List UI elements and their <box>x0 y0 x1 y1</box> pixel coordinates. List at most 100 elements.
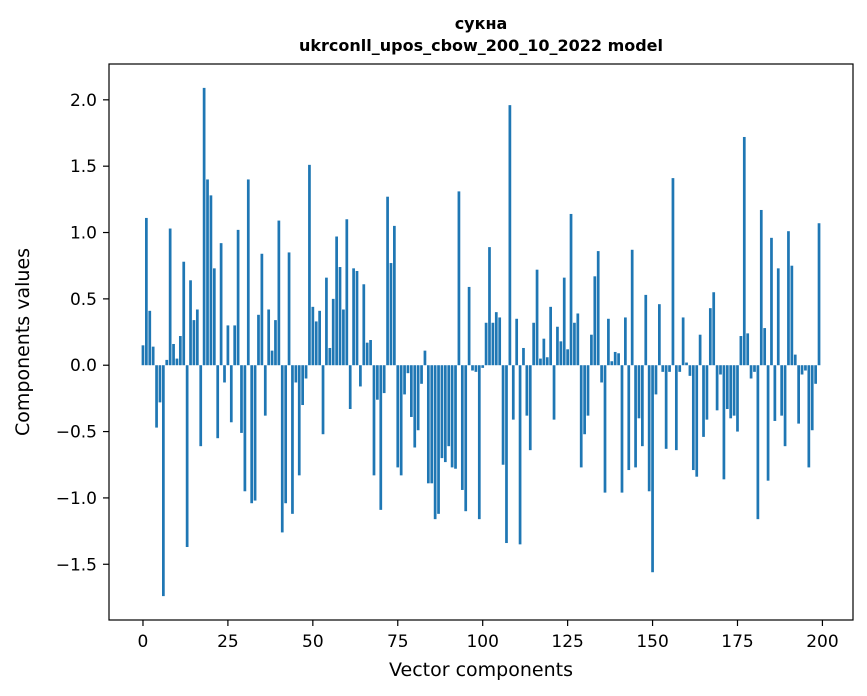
x-tick-label: 0 <box>138 632 149 652</box>
bar-component-9 <box>172 343 175 366</box>
bar-component-124 <box>562 277 566 366</box>
y-tick-label: 2.0 <box>70 91 97 111</box>
bar-component-24 <box>223 365 226 383</box>
bar-component-105 <box>498 317 502 366</box>
bar-component-20 <box>209 195 213 366</box>
bar-component-187 <box>776 268 780 366</box>
bar-component-6 <box>162 365 165 597</box>
bar-component-65 <box>362 284 366 366</box>
bar-component-153 <box>661 365 665 372</box>
bar-component-132 <box>590 334 593 366</box>
bar-component-184 <box>766 365 770 481</box>
x-tick-label: 200 <box>806 632 838 652</box>
bar-component-160 <box>685 362 688 366</box>
bar-component-76 <box>399 365 403 476</box>
bar-component-139 <box>613 351 617 366</box>
bar-component-168 <box>712 292 716 366</box>
bar-component-85 <box>430 365 434 484</box>
bar-component-196 <box>807 365 811 468</box>
bar-component-5 <box>158 365 162 403</box>
bar-component-149 <box>647 365 651 492</box>
bar-component-92 <box>454 365 457 469</box>
bar-component-95 <box>464 365 468 512</box>
bar-component-104 <box>494 312 498 366</box>
bar-component-45 <box>294 365 298 383</box>
bar-component-15 <box>192 320 196 366</box>
bar-component-46 <box>297 365 301 476</box>
bar-component-137 <box>607 318 610 366</box>
bar-component-199 <box>817 223 821 366</box>
bar-component-135 <box>600 365 603 383</box>
bar-component-26 <box>229 365 233 423</box>
bar-component-67 <box>369 340 372 366</box>
bar-component-75 <box>396 365 400 468</box>
bar-component-195 <box>804 365 807 371</box>
bar-component-13 <box>185 365 189 548</box>
bar-component-22 <box>216 365 220 439</box>
bar-component-49 <box>308 164 311 366</box>
bar-component-57 <box>335 236 338 366</box>
bar-component-16 <box>195 309 199 366</box>
bar-component-25 <box>226 325 230 366</box>
bar-component-193 <box>797 365 800 424</box>
bar-component-126 <box>569 213 573 366</box>
bar-component-81 <box>416 365 420 431</box>
bar-component-39 <box>274 320 277 366</box>
y-tick-label: 1.5 <box>70 157 97 177</box>
bar-component-113 <box>525 365 529 416</box>
bar-component-38 <box>270 350 274 366</box>
x-tick-label: 175 <box>721 632 753 652</box>
bar-component-189 <box>783 365 787 447</box>
bar-component-97 <box>471 365 474 371</box>
bar-component-37 <box>267 309 271 366</box>
bar-component-59 <box>342 309 345 366</box>
bar-component-48 <box>304 365 308 379</box>
y-tick-label: −1.5 <box>56 555 97 575</box>
x-tick-label: 100 <box>466 632 498 652</box>
bar-component-4 <box>155 365 158 428</box>
bar-component-62 <box>352 268 355 366</box>
chart-title: сукна <box>455 14 508 33</box>
bar-component-14 <box>189 280 192 366</box>
bar-component-188 <box>780 365 784 416</box>
bar-component-77 <box>403 365 406 395</box>
bar-component-51 <box>314 321 318 366</box>
bar-component-74 <box>393 225 396 366</box>
bar-component-18 <box>202 87 206 366</box>
bar-component-40 <box>277 220 281 366</box>
bar-component-163 <box>695 365 699 477</box>
bar-component-60 <box>345 219 349 366</box>
y-tick-label: −1.0 <box>56 489 97 509</box>
bar-component-156 <box>671 178 675 366</box>
bar-component-86 <box>433 365 437 520</box>
bar-component-70 <box>379 365 383 510</box>
bar-component-88 <box>440 365 444 459</box>
bar-component-100 <box>481 365 485 368</box>
bar-component-143 <box>627 365 631 471</box>
bar-component-56 <box>331 298 335 366</box>
bar-component-125 <box>566 349 569 366</box>
bar-component-82 <box>420 365 423 384</box>
bar-component-94 <box>460 365 464 490</box>
y-axis-label: Components values <box>12 248 34 436</box>
bar-component-99 <box>477 365 481 520</box>
bar-component-83 <box>423 350 427 366</box>
bar-component-118 <box>542 338 546 366</box>
bar-component-8 <box>168 228 172 366</box>
bar-component-28 <box>236 229 240 366</box>
bar-component-50 <box>311 306 315 366</box>
y-tick-label: 0.5 <box>70 290 97 310</box>
bar-component-119 <box>545 357 549 366</box>
y-tick-label: −0.5 <box>56 423 97 443</box>
x-axis-label: Vector components <box>389 659 573 681</box>
bar-component-32 <box>250 365 254 504</box>
bar-component-42 <box>284 365 288 504</box>
bar-component-90 <box>447 365 451 447</box>
bar-component-23 <box>219 243 223 366</box>
bar-component-145 <box>634 365 637 468</box>
bar-component-122 <box>556 326 559 366</box>
bar-component-54 <box>325 277 328 366</box>
bar-component-55 <box>328 347 332 366</box>
bar-component-10 <box>175 358 179 366</box>
